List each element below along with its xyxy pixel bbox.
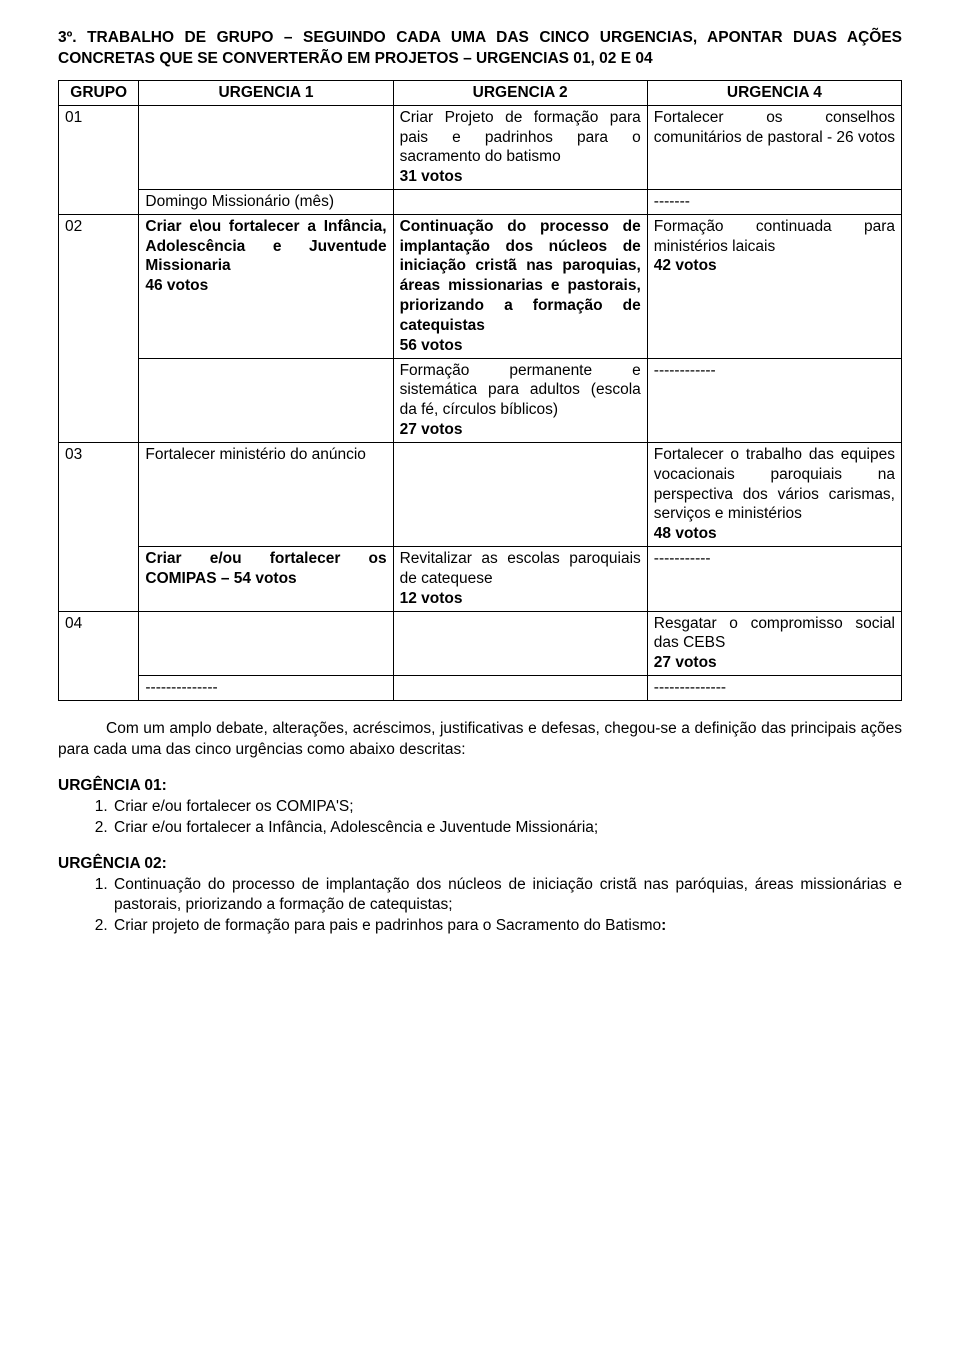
list-item: Criar e/ou fortalecer os COMIPA'S; bbox=[112, 797, 902, 818]
cell-u4: ------- bbox=[647, 189, 901, 214]
cell-u4: -------------- bbox=[647, 676, 901, 701]
list-item: Criar e/ou fortalecer a Infância, Adoles… bbox=[112, 818, 902, 839]
cell-text: Criar Projeto de formação para pais e pa… bbox=[400, 109, 641, 166]
col-header-u4: URGENCIA 4 bbox=[647, 80, 901, 105]
cell-u2 bbox=[393, 611, 647, 675]
cell-u1: Criar e/ou fortalecer os COMIPAS – 54 vo… bbox=[139, 547, 393, 611]
table-row: 01 Criar Projeto de formação para pais e… bbox=[59, 105, 902, 189]
cell-votes: 27 votos bbox=[400, 421, 463, 438]
cell-u2: Formação permanente e sistemática para a… bbox=[393, 358, 647, 442]
urgencia-02-title: URGÊNCIA 02: bbox=[58, 855, 902, 873]
cell-votes: 48 votos bbox=[654, 525, 717, 542]
cell-u1 bbox=[139, 105, 393, 189]
urgencia-02-list: Continuação do processo de implantação d… bbox=[58, 875, 902, 938]
cell-u2 bbox=[393, 189, 647, 214]
table-row: -------------- -------------- bbox=[59, 676, 902, 701]
cell-votes: 42 votos bbox=[654, 257, 717, 274]
cell-text: Fortalecer o trabalho das equipes vocaci… bbox=[654, 446, 895, 522]
cell-text: Formação permanente e sistemática para a… bbox=[400, 362, 641, 419]
cell-u4: Resgatar o compromisso social das CEBS 2… bbox=[647, 611, 901, 675]
cell-u2: Criar Projeto de formação para pais e pa… bbox=[393, 105, 647, 189]
col-header-u2: URGENCIA 2 bbox=[393, 80, 647, 105]
list-item: Continuação do processo de implantação d… bbox=[112, 875, 902, 917]
urgencia-01-list: Criar e/ou fortalecer os COMIPA'S; Criar… bbox=[58, 797, 902, 839]
summary-paragraph: Com um amplo debate, alterações, acrésci… bbox=[58, 719, 902, 761]
cell-votes: 46 votos bbox=[145, 277, 208, 294]
cell-u4: Formação continuada para ministérios lai… bbox=[647, 214, 901, 358]
cell-u1 bbox=[139, 611, 393, 675]
cell-text: Resgatar o compromisso social das CEBS bbox=[654, 615, 895, 652]
list-item-text: Criar projeto de formação para pais e pa… bbox=[114, 917, 661, 934]
col-header-u1: URGENCIA 1 bbox=[139, 80, 393, 105]
cell-u1: Domingo Missionário (mês) bbox=[139, 189, 393, 214]
cell-text: Continuação do processo de implantação d… bbox=[400, 218, 641, 334]
cell-text: Revitalizar as escolas paroquiais de cat… bbox=[400, 550, 641, 587]
section-heading: 3º. TRABALHO DE GRUPO – SEGUINDO CADA UM… bbox=[58, 28, 902, 70]
list-item-colon: : bbox=[661, 917, 666, 934]
table-row: 03 Fortalecer ministério do anúncio Fort… bbox=[59, 442, 902, 546]
cell-text: Fortalecer os conselhos comunitários de … bbox=[654, 109, 895, 146]
table-row: Domingo Missionário (mês) ------- bbox=[59, 189, 902, 214]
cell-text: Formação continuada para ministérios lai… bbox=[654, 218, 895, 255]
table-row: Criar e/ou fortalecer os COMIPAS – 54 vo… bbox=[59, 547, 902, 611]
cell-grupo: 02 bbox=[59, 214, 139, 442]
cell-u4: Fortalecer os conselhos comunitários de … bbox=[647, 105, 901, 189]
cell-u1: -------------- bbox=[139, 676, 393, 701]
list-item: Criar projeto de formação para pais e pa… bbox=[112, 916, 902, 937]
page: 3º. TRABALHO DE GRUPO – SEGUINDO CADA UM… bbox=[0, 0, 960, 977]
cell-votes: 56 votos bbox=[400, 337, 463, 354]
cell-u2: Continuação do processo de implantação d… bbox=[393, 214, 647, 358]
cell-votes: 12 votos bbox=[400, 590, 463, 607]
col-header-grupo: GRUPO bbox=[59, 80, 139, 105]
cell-u4: ----------- bbox=[647, 547, 901, 611]
cell-u1: Fortalecer ministério do anúncio bbox=[139, 442, 393, 546]
cell-u4: ------------ bbox=[647, 358, 901, 442]
cell-u2: Revitalizar as escolas paroquiais de cat… bbox=[393, 547, 647, 611]
cell-votes: 31 votos bbox=[400, 168, 463, 185]
cell-text: Criar e\ou fortalecer a Infância, Adoles… bbox=[145, 218, 386, 275]
urgencias-table: GRUPO URGENCIA 1 URGENCIA 2 URGENCIA 4 0… bbox=[58, 80, 902, 701]
table-header-row: GRUPO URGENCIA 1 URGENCIA 2 URGENCIA 4 bbox=[59, 80, 902, 105]
cell-u2 bbox=[393, 442, 647, 546]
cell-u1: Criar e\ou fortalecer a Infância, Adoles… bbox=[139, 214, 393, 358]
cell-votes: 27 votos bbox=[654, 654, 717, 671]
cell-u4: Fortalecer o trabalho das equipes vocaci… bbox=[647, 442, 901, 546]
cell-grupo: 03 bbox=[59, 442, 139, 611]
table-row: 02 Criar e\ou fortalecer a Infância, Ado… bbox=[59, 214, 902, 358]
table-row: Formação permanente e sistemática para a… bbox=[59, 358, 902, 442]
urgencia-01-title: URGÊNCIA 01: bbox=[58, 777, 902, 795]
cell-u2 bbox=[393, 676, 647, 701]
table-row: 04 Resgatar o compromisso social das CEB… bbox=[59, 611, 902, 675]
cell-u1 bbox=[139, 358, 393, 442]
cell-grupo: 01 bbox=[59, 105, 139, 214]
cell-grupo: 04 bbox=[59, 611, 139, 700]
